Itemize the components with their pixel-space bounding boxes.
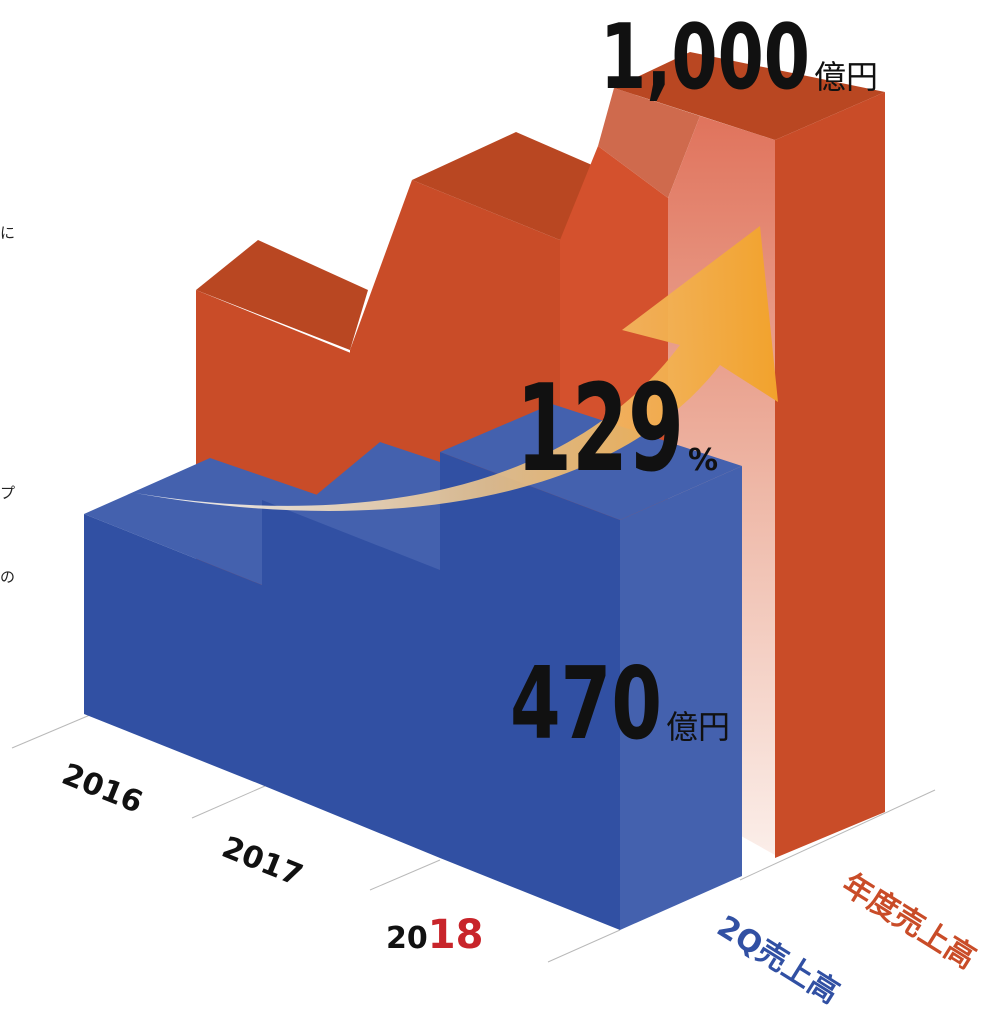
q2-value-label: 470 (510, 645, 662, 762)
legend-annual: 年度売上高 (836, 867, 982, 976)
grid-lines (11, 714, 936, 963)
q2-unit-label: 億円 (666, 708, 730, 746)
year-label-2016: 2016 (57, 757, 148, 821)
side-text-2: プ (0, 484, 16, 502)
annual-value-label: 1,000 (600, 5, 810, 110)
growth-arrow (135, 226, 778, 511)
q2-bar-2018-front (440, 452, 620, 930)
q2-series-bars (84, 404, 742, 930)
growth-unit-label: % (688, 443, 718, 478)
year-label-2018-suffix: 18 (428, 912, 484, 958)
q2-bar-2018-side (620, 466, 742, 930)
annual-unit-label: 億円 (814, 58, 878, 96)
legend-q2: 2Q売上高 (711, 909, 845, 1011)
annual-bar-2018-top (614, 52, 885, 140)
year-label-2017: 2017 (217, 830, 308, 894)
annual-bar-2016-top (196, 240, 368, 350)
year-label-2018: 2018 (386, 912, 483, 958)
q2-bar-2017 (262, 500, 440, 858)
side-text-1: に (0, 224, 16, 242)
side-text-3: の (0, 568, 16, 586)
year-label-2018-prefix: 20 (386, 921, 428, 956)
q2-bar-2016 (84, 514, 262, 785)
annual-bar-2018-top-glass (598, 88, 700, 198)
annual-bar-2018-side (775, 92, 885, 858)
growth-value-label: 129 (516, 360, 684, 499)
